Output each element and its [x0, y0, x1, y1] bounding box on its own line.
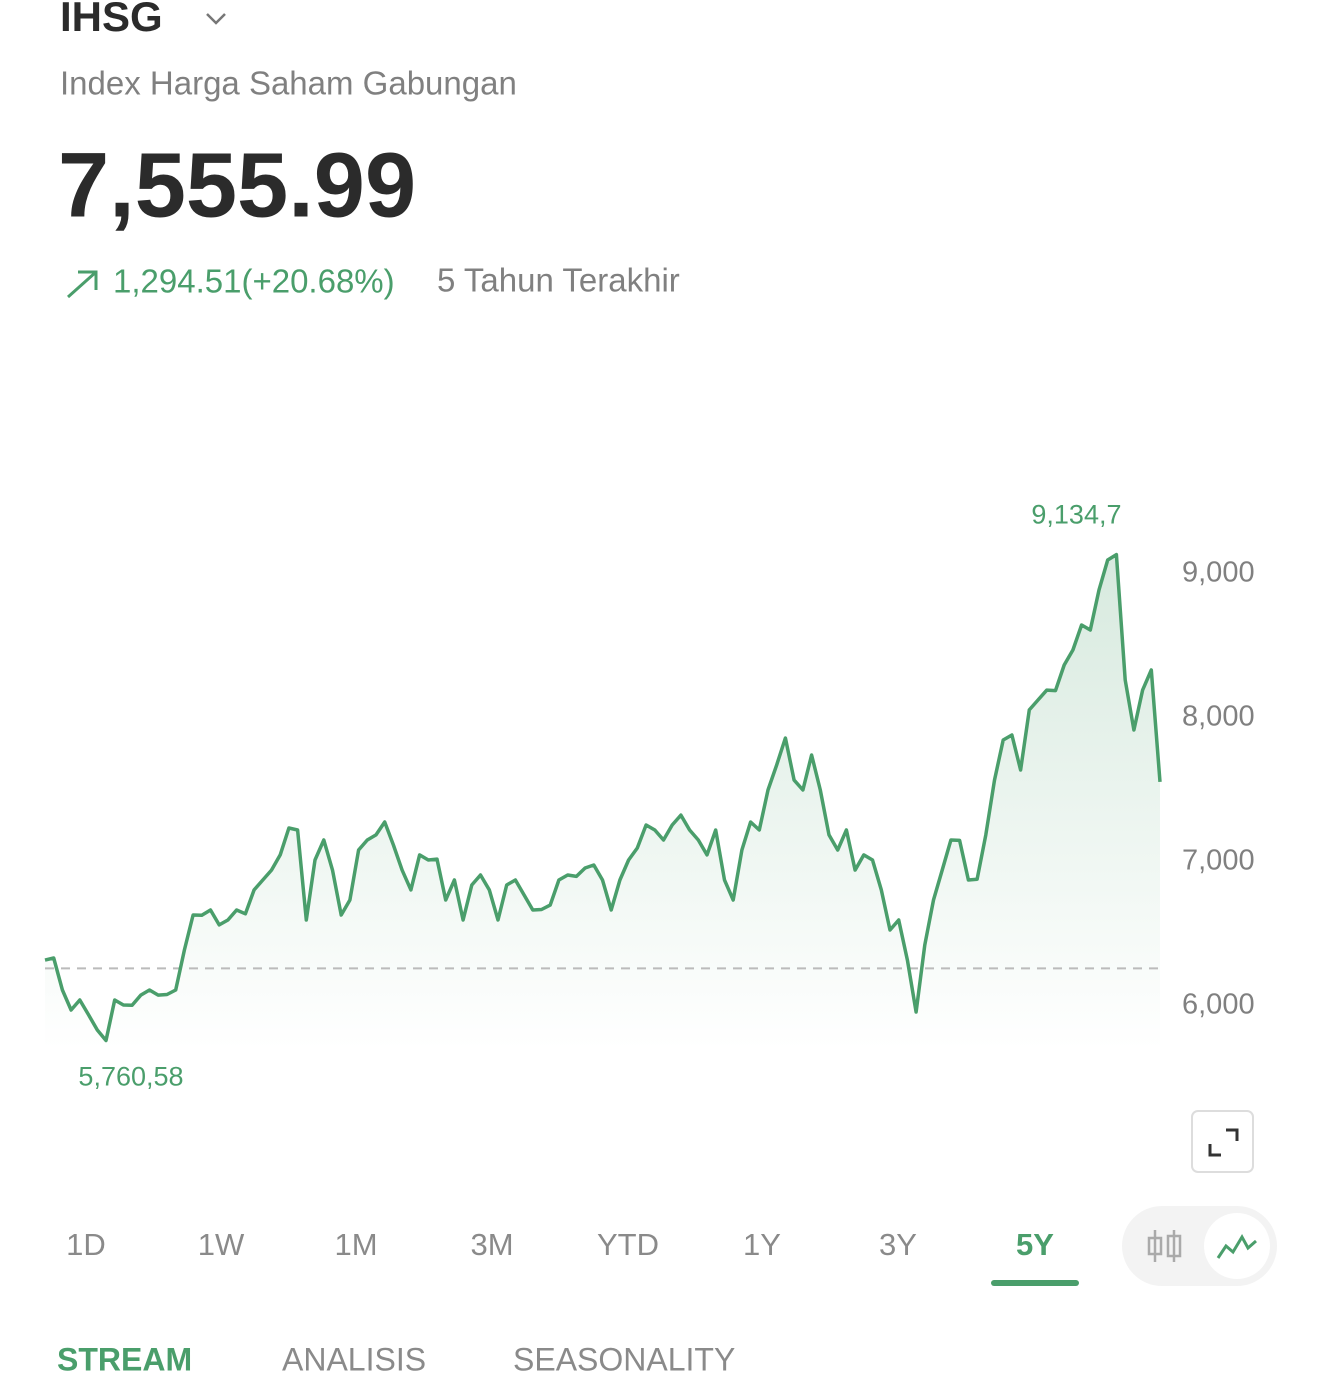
range-option[interactable]: 1D	[66, 1227, 106, 1262]
range-option[interactable]: 1Y	[743, 1227, 781, 1262]
line-icon	[1216, 1233, 1257, 1259]
y-tick-label: 9,000	[1182, 557, 1255, 589]
period-label: 5 Tahun Terakhir	[437, 262, 680, 299]
expand-button[interactable]	[1191, 1110, 1254, 1173]
price: 7,555.99	[58, 134, 416, 236]
price-line	[44, 552, 1162, 1043]
ticker-title[interactable]: IHSG	[60, 0, 163, 40]
dropdown-chevron[interactable]	[206, 13, 226, 25]
range-option[interactable]: 3M	[470, 1227, 513, 1262]
subtitle: Index Harga Saham Gabungan	[60, 65, 517, 102]
change: 1,294.51(+20.68%)	[113, 263, 395, 300]
price-chart: 6,000 7,000 8,000 9,000 9,134,7 5,760,58	[44, 500, 1255, 1092]
tab[interactable]: SEASONALITY	[513, 1341, 735, 1377]
range-option[interactable]: 5Y	[1016, 1227, 1054, 1262]
tab[interactable]: ANALISIS	[282, 1341, 426, 1377]
range-option[interactable]: YTD	[597, 1227, 659, 1262]
range-option[interactable]: 1M	[334, 1227, 377, 1262]
extreme-label: 9,134,7	[1031, 500, 1121, 530]
candle-icon[interactable]	[1147, 1230, 1182, 1262]
range-option[interactable]: 1W	[198, 1227, 245, 1262]
expand-icon	[1208, 1128, 1239, 1157]
y-tick-label: 7,000	[1182, 845, 1255, 877]
y-tick-label: 6,000	[1182, 989, 1255, 1021]
extreme-label: 5,760,58	[78, 1062, 183, 1092]
tab[interactable]: STREAM	[57, 1341, 192, 1377]
y-tick-label: 8,000	[1182, 701, 1255, 733]
range-option[interactable]: 3Y	[879, 1227, 917, 1262]
range-underline	[991, 1280, 1079, 1286]
up-arrow-icon	[67, 270, 98, 299]
tab-bar: STREAM ANALISIS SEASONALITY	[57, 1341, 735, 1377]
area-fill	[45, 554, 1160, 1050]
range-selector: 1D 1W 1M 3M YTD 1Y 3Y 5Y	[66, 1227, 1079, 1286]
